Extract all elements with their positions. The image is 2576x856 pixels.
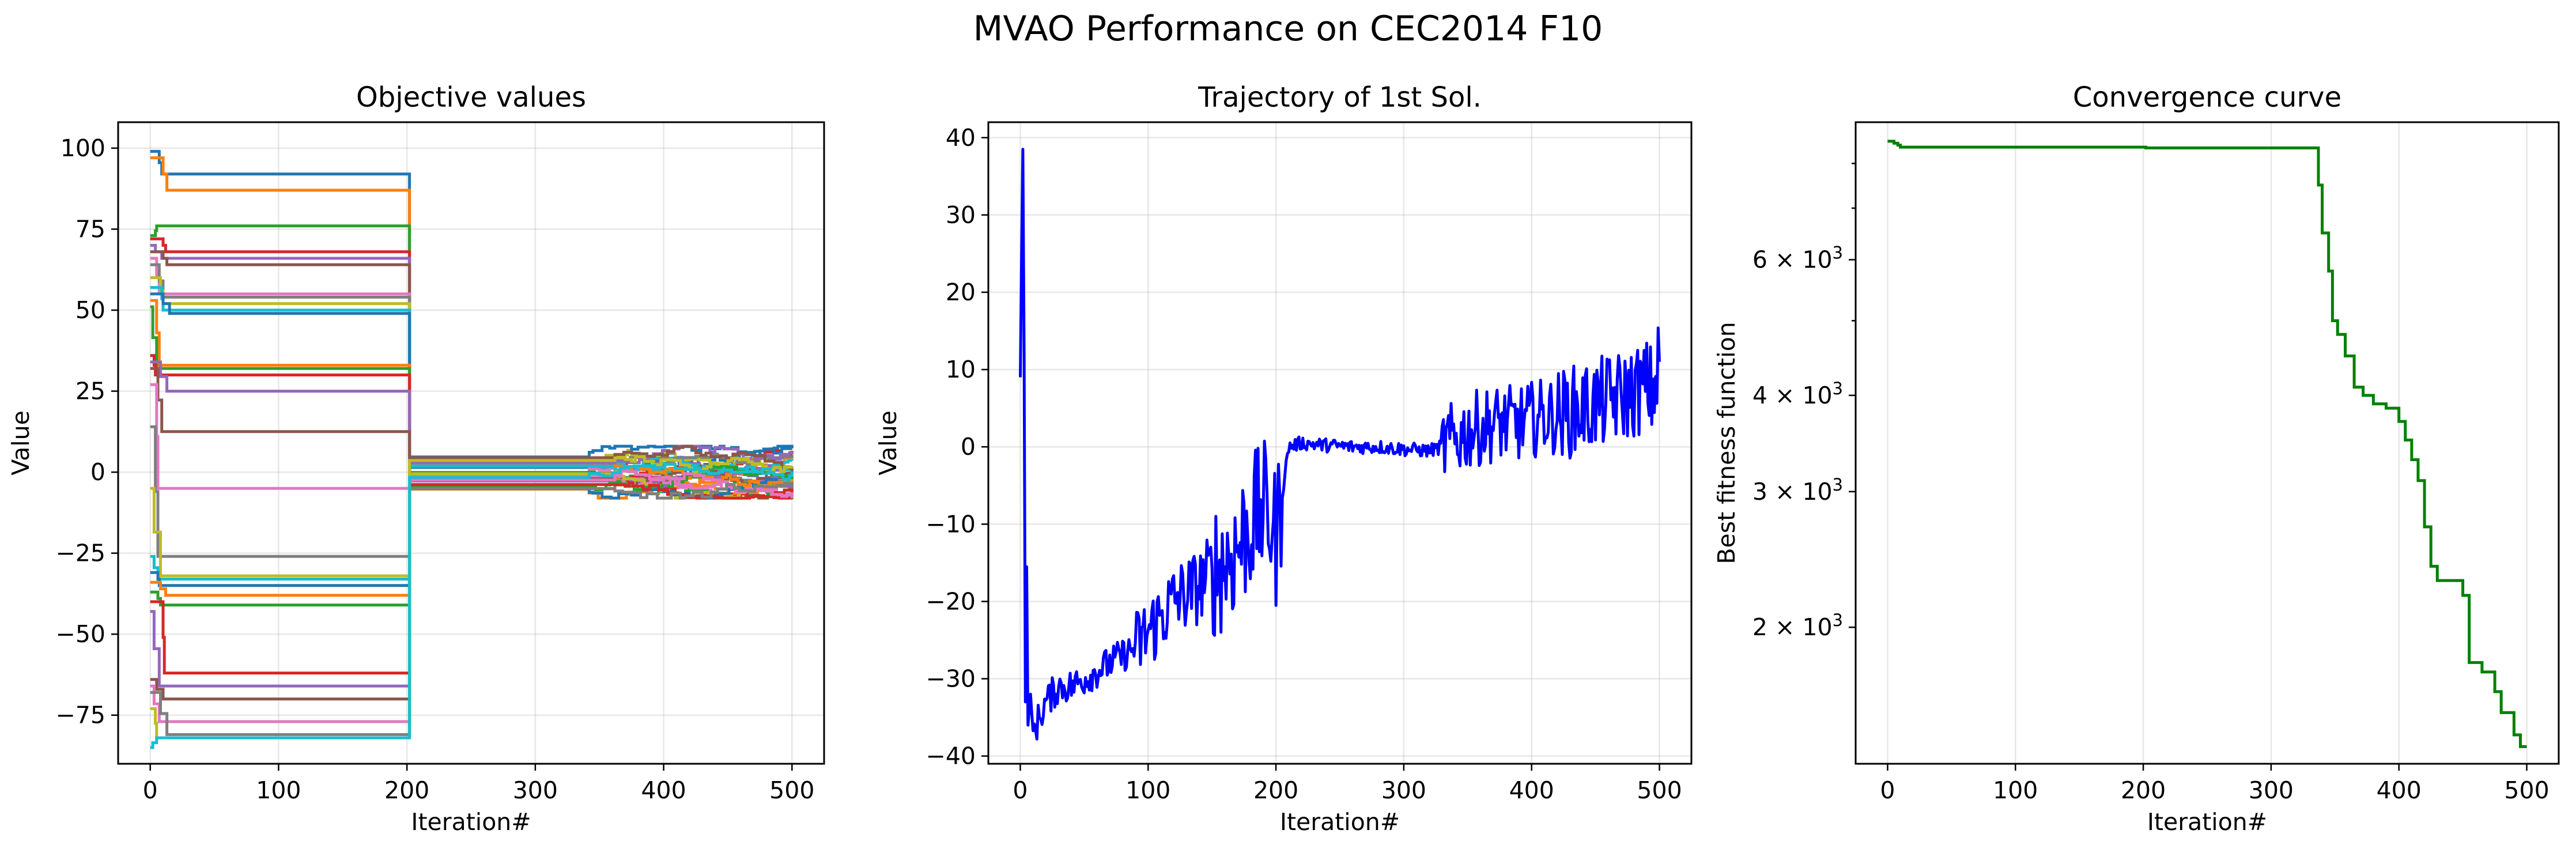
x-axis-label: Iteration#: [411, 808, 531, 836]
plot-frame: [987, 121, 1693, 765]
series-line: [150, 455, 794, 740]
y-axis-label: Value: [7, 410, 35, 476]
y-tick-label: −40: [926, 742, 976, 770]
x-tick-label: 0: [143, 776, 158, 804]
x-tick-label: 500: [769, 776, 814, 804]
panel-trajectory: Trajectory of 1st Sol. Iteration# Value …: [874, 81, 1693, 836]
y-tick-label: 75: [75, 216, 105, 243]
x-tick-label: 400: [1509, 776, 1554, 804]
y-tick-label: 40: [946, 124, 976, 152]
y-tick-label: 0: [961, 433, 976, 461]
y-tick-label: 2 × 103: [1752, 610, 1843, 641]
panel-title: Trajectory of 1st Sol.: [1198, 81, 1482, 114]
plot-frame: [117, 121, 825, 765]
y-axis-label: Value: [874, 410, 902, 476]
series-line: [150, 478, 794, 587]
panel-objective-values: Objective values Iteration# Value 0 100 20…: [7, 81, 825, 836]
series-line: [150, 444, 794, 701]
y-tick-label: −10: [926, 510, 976, 538]
y-tick-label: 6 × 103: [1752, 243, 1843, 274]
series-line: [150, 237, 794, 474]
x-axis-label: Iteration#: [2147, 808, 2267, 836]
figure-suptitle: MVAO Performance on CEC2014 F10: [973, 9, 1603, 49]
panel-convergence-curve: Convergence curve Iteration# Best fitnes…: [1713, 81, 2560, 836]
series-line: [150, 481, 794, 675]
y-tick-label: 100: [61, 134, 105, 162]
x-tick-label: 400: [641, 776, 686, 804]
x-tick-label: 0: [1013, 776, 1028, 804]
x-tick-label: 400: [2377, 776, 2422, 804]
y-tick-label: −25: [55, 540, 105, 567]
x-tick-label: 300: [513, 776, 558, 804]
y-tick-label: 3 × 103: [1752, 475, 1843, 506]
y-tick-label: −50: [55, 620, 105, 648]
x-tick-label: 200: [1253, 776, 1298, 804]
series-line: [150, 463, 794, 749]
y-tick-label: 50: [75, 296, 105, 324]
x-tick-label: 500: [2504, 776, 2549, 804]
x-tick-label: 300: [1381, 776, 1426, 804]
y-tick-label: 30: [946, 201, 976, 229]
y-tick-label: 0: [90, 458, 105, 486]
x-tick-label: 100: [1125, 776, 1170, 804]
plot-frame: [1854, 121, 2560, 765]
series-line: [150, 276, 794, 469]
x-tick-label: 100: [256, 776, 301, 804]
x-tick-label: 200: [2121, 776, 2166, 804]
x-tick-label: 500: [1637, 776, 1682, 804]
x-axis-label: Iteration#: [1280, 808, 1400, 836]
panel-title: Convergence curve: [2073, 81, 2341, 114]
series-line: [150, 482, 794, 736]
y-axis-label: Best fitness function: [1713, 322, 1740, 564]
y-tick-label: 10: [946, 356, 976, 383]
y-tick-label: 20: [946, 278, 976, 306]
y-tick-label: −20: [926, 587, 976, 615]
y-tick-label: −30: [926, 665, 976, 692]
panel-title: Objective values: [356, 81, 586, 114]
convergence-line: [1887, 139, 2527, 748]
series-line: [150, 244, 794, 474]
y-tick-label: 25: [75, 378, 105, 405]
x-tick-label: 300: [2249, 776, 2294, 804]
y-tick-label: 4 × 103: [1752, 379, 1843, 409]
x-tick-label: 0: [1880, 776, 1895, 804]
y-tick-label: −75: [55, 702, 105, 729]
trajectory-line: [1019, 148, 1661, 741]
x-tick-label: 200: [384, 776, 429, 804]
x-tick-label: 100: [1993, 776, 2038, 804]
